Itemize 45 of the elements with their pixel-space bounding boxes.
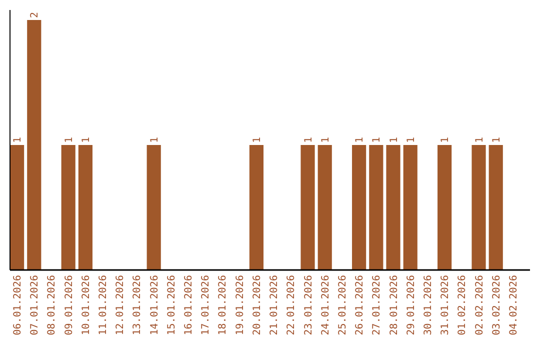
x-tick-label: 24.01.2026 [320,275,332,336]
x-tick-label: 02.02.2026 [474,275,486,336]
data-label: 1 [149,136,160,143]
data-label: 1 [252,136,263,143]
x-tick-label: 04.02.2026 [508,275,520,336]
x-tick-label: 27.01.2026 [372,275,383,336]
x-tick-label: 07.01.2026 [30,275,41,336]
x-tick-label: 14.01.2026 [149,275,160,336]
data-label: 1 [303,136,314,143]
x-tick-label: 01.02.2026 [457,275,468,336]
x-tick-label: 15.01.2026 [166,275,178,336]
x-tick-label: 06.01.2026 [12,275,24,336]
data-label: 1 [320,136,332,143]
x-tick-label: 22.01.2026 [286,275,298,336]
data-label: 1 [354,136,366,143]
data-label: 1 [440,136,452,143]
x-tick-label: 30.01.2026 [422,275,434,336]
x-tick-label: 28.01.2026 [388,275,400,336]
data-label: 1 [406,136,417,143]
data-label: 1 [372,136,383,143]
x-tick-label: 18.01.2026 [218,275,229,336]
x-tick-label: 23.01.2026 [303,275,314,336]
data-label: 1 [80,136,92,143]
data-label: 1 [12,136,24,143]
data-label: 2 [30,12,41,18]
x-tick-label: 20.01.2026 [252,275,263,336]
x-tick-label: 19.01.2026 [234,275,246,336]
x-tick-label: 12.01.2026 [115,275,126,336]
x-tick-label: 09.01.2026 [64,275,75,336]
x-tick-label: 13.01.2026 [132,275,144,336]
data-label: 1 [474,136,486,143]
data-label: 1 [491,136,502,143]
x-tick-label: 26.01.2026 [354,275,366,336]
x-tick-label: 10.01.2026 [80,275,92,336]
x-tick-label: 31.01.2026 [440,275,452,336]
data-label: 1 [64,136,75,143]
x-tick-label: 08.01.2026 [46,275,58,336]
x-tick-label: 11.01.2026 [98,275,110,336]
x-tick-label: 29.01.2026 [406,275,417,336]
x-tick-label: 25.01.2026 [337,275,348,336]
data-label: 1 [388,136,400,143]
x-tick-label: 21.01.2026 [269,275,280,336]
x-tick-label: 03.02.2026 [491,275,502,336]
x-tick-label: 17.01.2026 [200,275,212,336]
x-tick-label: 16.01.2026 [184,275,195,336]
